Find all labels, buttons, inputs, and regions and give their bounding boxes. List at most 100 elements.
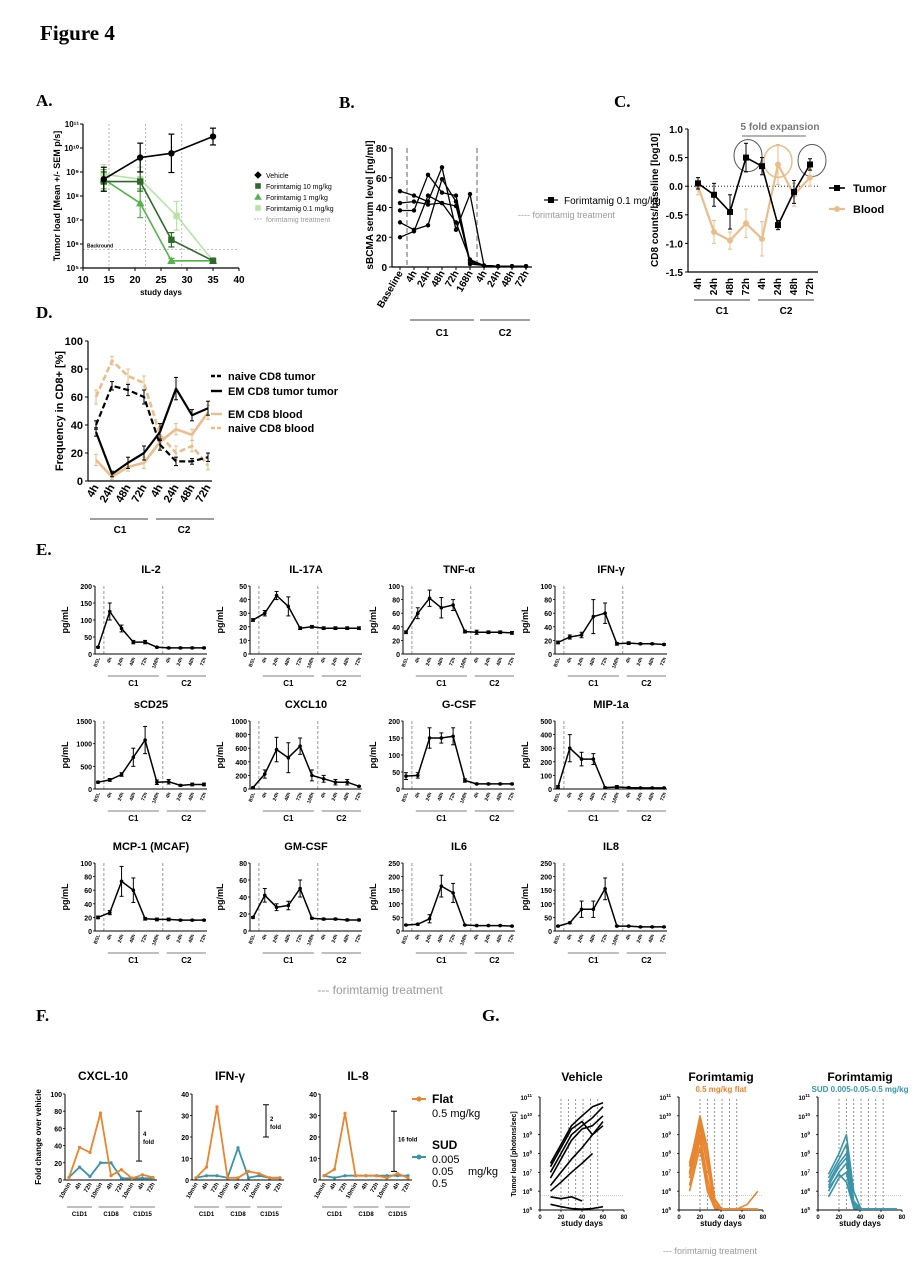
panel-f-2-flat-marker bbox=[364, 1174, 368, 1178]
panel-e-1-marker bbox=[251, 618, 255, 622]
panel-d-ytick-label: 60 bbox=[71, 392, 83, 404]
panel-f-1-flat-marker bbox=[204, 1165, 209, 1169]
panel-g-treatment-note: --- forimtamig treatment bbox=[663, 1246, 758, 1256]
panel-e-5-marker bbox=[321, 777, 326, 781]
panel-c-legend-marker bbox=[834, 206, 840, 212]
panel-e-7-xtick-label: 4h bbox=[625, 792, 633, 800]
panel-e-8-marker bbox=[96, 915, 100, 920]
panel-f-0-flat-marker bbox=[67, 1175, 71, 1180]
panel-e-10-marker bbox=[510, 924, 514, 928]
panel-e-8-ytick-label: 0 bbox=[88, 929, 92, 936]
panel-e-9-marker bbox=[286, 903, 291, 908]
panel-e-7-ytick-label: 100 bbox=[540, 773, 552, 780]
panel-f-legend-marker bbox=[416, 1096, 422, 1102]
panel-f-1-ytick-label: 30 bbox=[181, 1114, 189, 1121]
panel-f-1-ytick-label: 10 bbox=[181, 1157, 189, 1164]
panel-b-marker bbox=[425, 172, 431, 177]
panel-d-xtick-label: 24h bbox=[98, 482, 118, 505]
panel-f-2-sud-marker bbox=[343, 1174, 347, 1178]
panel-c-marker bbox=[759, 163, 765, 170]
panel-e-8-ytick-label: 60 bbox=[84, 888, 92, 895]
panel-f-0-title: CXCL-10 bbox=[78, 1069, 128, 1083]
panel-e-9-marker bbox=[321, 917, 326, 921]
panel-e-4-group-label: C2 bbox=[181, 814, 192, 823]
panel-e-7-ytick-label: 500 bbox=[540, 719, 552, 726]
panel-e-8-ylabel: pg/mL bbox=[60, 883, 70, 910]
panel-a-marker bbox=[167, 256, 176, 264]
panel-g-0-ytick-label: 107 bbox=[523, 1168, 533, 1177]
panel-e-6-xtick-label: 72h bbox=[507, 792, 516, 802]
panel-g-2-xlabel: study days bbox=[839, 1219, 881, 1228]
panel-e-7-marker bbox=[615, 785, 619, 789]
panel-e-3-ytick-label: 20 bbox=[544, 638, 552, 645]
panel-d-group-label: C1 bbox=[114, 525, 127, 536]
panel-g-1-xtick-label: 0 bbox=[677, 1215, 681, 1221]
panel-b-series-line bbox=[399, 166, 526, 267]
panel-f-1-flat-marker bbox=[267, 1176, 272, 1180]
panel-e-8-title: MCP-1 (MCAF) bbox=[113, 841, 190, 853]
panel-e-1-xtick-label: BSL bbox=[248, 657, 257, 668]
panel-e-11-marker bbox=[638, 925, 643, 929]
panel-e-8-xtick-label: 4h bbox=[165, 934, 173, 942]
panel-f-2-xtick-label: 4h bbox=[361, 1182, 370, 1191]
panel-e-4-ytick-label: 500 bbox=[80, 764, 92, 771]
panel-e-9-title: GM-CSF bbox=[284, 841, 328, 853]
panel-e-5-marker bbox=[262, 772, 267, 776]
panel-g-2-xtick-label: 0 bbox=[816, 1215, 820, 1221]
panel-f-0-flat-marker bbox=[151, 1175, 155, 1180]
panel-c-highlight-circle bbox=[797, 143, 827, 177]
panel-g-2-ytick-label: 108 bbox=[801, 1150, 811, 1159]
panel-f-1-sud-marker bbox=[204, 1174, 209, 1178]
panel-e-8-marker bbox=[178, 918, 183, 922]
panel-c-xtick-label: 48h bbox=[725, 278, 736, 295]
panel-d-ytick-label: 40 bbox=[71, 420, 83, 432]
panel-f-1-group-label: C1D15 bbox=[260, 1212, 279, 1218]
panel-e-1-ytick-label: 20 bbox=[239, 625, 247, 632]
panel-e-4-xtick-label: 72h bbox=[199, 792, 208, 802]
panel-e-2-ytick-label: 20 bbox=[392, 638, 400, 645]
panel-f-2-group-label: C1D1 bbox=[327, 1212, 343, 1218]
panel-e-1-xtick-label: 168h bbox=[306, 657, 316, 670]
panel-a-legend-label: Vehicle bbox=[266, 173, 289, 180]
panel-e-7-group-label: C1 bbox=[588, 814, 599, 823]
panel-f-0-flat-marker bbox=[77, 1145, 82, 1149]
panel-c-ytick-label: 0.5 bbox=[669, 154, 683, 165]
panel-b-marker bbox=[453, 199, 459, 204]
figure-title: Figure 4 bbox=[40, 21, 115, 45]
panel-g-0-xtick-label: 40 bbox=[579, 1215, 586, 1221]
panel-c-ytick-label: -0.5 bbox=[666, 211, 684, 222]
panel-e-5-xtick-label: 48h bbox=[284, 792, 293, 802]
panel-e-6-marker bbox=[510, 782, 514, 786]
panel-g-0-series-line bbox=[550, 1203, 604, 1210]
panel-e-10-marker bbox=[427, 916, 432, 921]
panel-e-2-ylabel: pg/mL bbox=[368, 606, 378, 633]
panel-f-1-title: IFN-γ bbox=[215, 1069, 245, 1083]
panel-b-marker bbox=[453, 220, 459, 225]
panel-f-2-xtick-label: 72h bbox=[338, 1182, 349, 1194]
panel-b-xtick-label: 4h bbox=[404, 269, 419, 285]
panel-c-series-line bbox=[696, 185, 747, 242]
panel-e-4-ytick-label: 1500 bbox=[76, 719, 92, 726]
panel-e-7-group-label: C2 bbox=[641, 814, 652, 823]
panel-e-2-marker bbox=[439, 605, 444, 610]
panel-b-ytick-label: 0 bbox=[381, 263, 387, 274]
panel-e-8-marker bbox=[190, 918, 195, 922]
panel-f-2-flat-marker bbox=[374, 1174, 379, 1178]
panel-e-0-group-label: C1 bbox=[128, 679, 139, 688]
panel-e-11-group-label: C2 bbox=[641, 956, 652, 965]
panel-e-10-series-line bbox=[405, 885, 513, 927]
panel-c-ytick-label: -1.5 bbox=[666, 268, 684, 279]
panel-a-ylabel: Tumor load [Mean +/- SEM p/s] bbox=[52, 131, 62, 262]
panel-f-2-ytick-label: 30 bbox=[309, 1114, 317, 1121]
panel-c-ylabel: CD8 counts/baseline [log10] bbox=[650, 133, 661, 267]
panel-e-4-ytick-label: 1000 bbox=[76, 742, 92, 749]
panel-e-7-marker bbox=[591, 757, 596, 761]
panel-c-marker bbox=[775, 222, 781, 229]
panel-e-10-xtick-label: BSL bbox=[401, 934, 410, 945]
panel-e-1-marker bbox=[298, 626, 302, 630]
panel-b-marker bbox=[467, 261, 473, 267]
panel-e-0-xtick-label: BSL bbox=[93, 657, 102, 668]
panel-e-2-xtick-label: BSL bbox=[401, 657, 410, 668]
panel-e-6-xtick-label: 72h bbox=[448, 792, 457, 802]
panel-e-8-xtick-label: 168h bbox=[151, 934, 161, 947]
